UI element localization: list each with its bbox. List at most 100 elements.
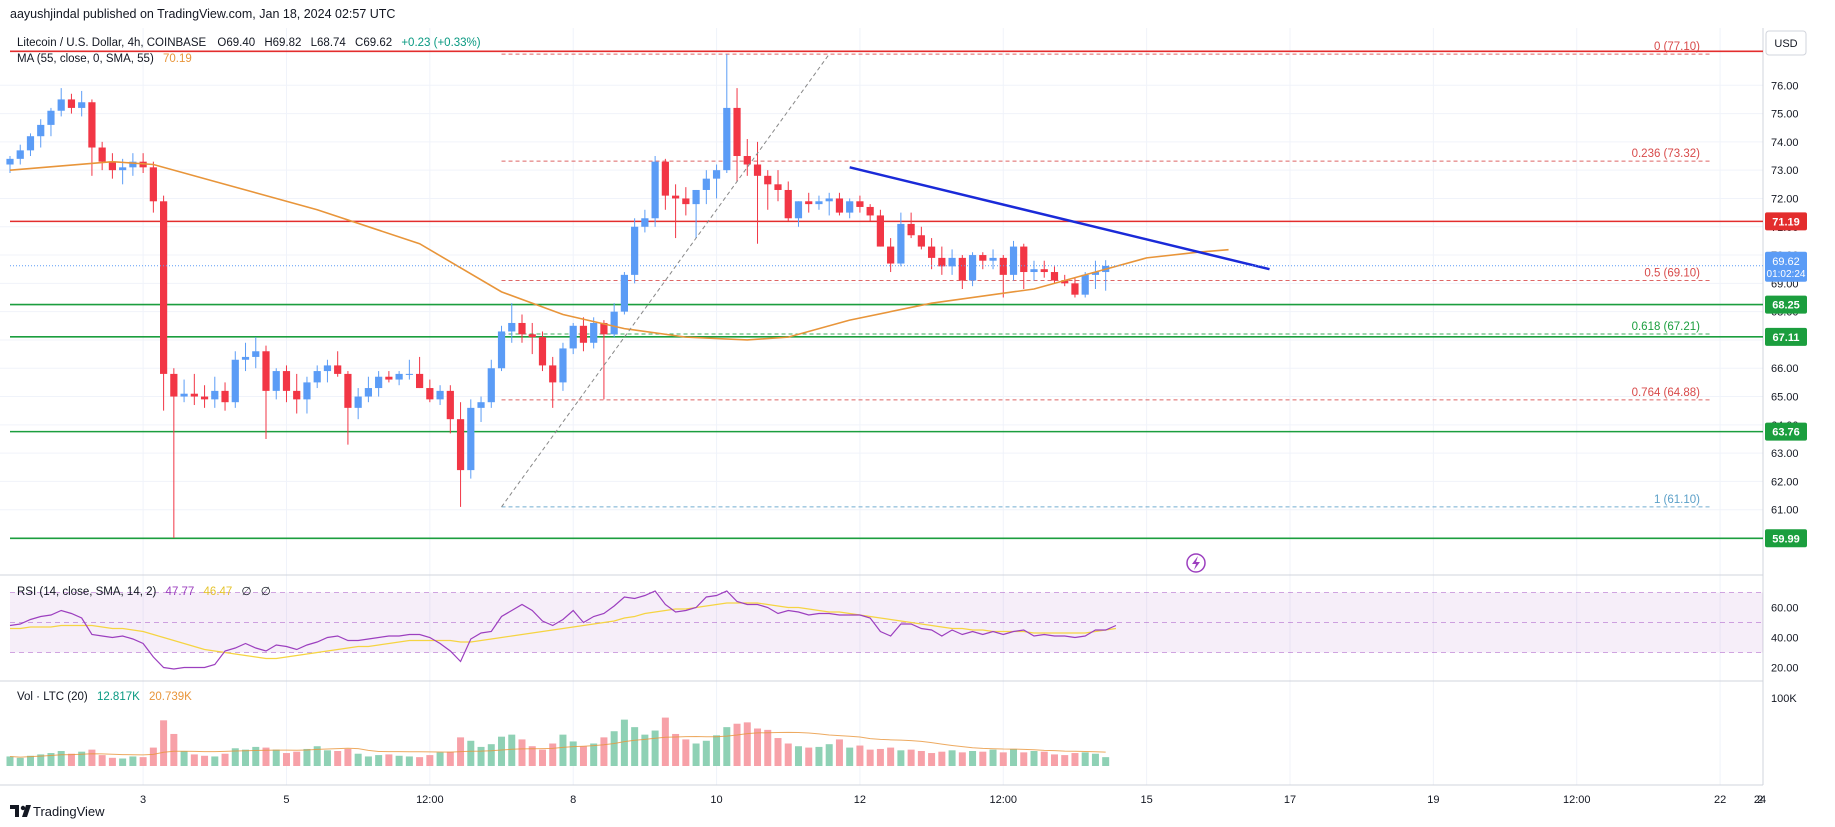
volume-bar [866,749,874,766]
volume-bars [6,717,1110,766]
volume-bar [26,755,34,766]
level-tag-box [1765,327,1807,346]
fib-level-label: 0.764 (64.88) [1632,387,1701,399]
trend-line[interactable] [849,166,1270,271]
volume-bar [1081,752,1089,766]
time-axis[interactable]: 3 5 12:00 8 10 12 12:00 15 17 19 12:00 22 242 [140,794,1766,806]
candle-body [344,373,352,408]
candle-body [958,257,966,281]
volume-bar [917,751,925,766]
volume-bar [1071,753,1079,766]
price-tick-label: 72.00 [1771,193,1799,205]
candle-body [385,376,393,380]
volume-bar [743,722,751,766]
legend-vol-label: Vol · LTC (20) [17,691,88,703]
fib-level-label: 0.236 (73.32) [1632,148,1701,160]
volume-bar [108,757,116,766]
volume-bar [211,756,219,766]
candle-body [241,356,250,360]
volume-bar [569,741,577,766]
volume-bar [938,751,946,766]
volume-bar [180,751,188,766]
publisher-line: aayushjindal published on TradingView.co… [10,7,395,21]
volume-bar [702,740,710,766]
legend-volume: Vol · LTC (20) 12.817K 20.739K [17,691,192,703]
volume-bar [794,746,802,766]
level-tag-label: 67.11 [1773,332,1800,344]
volume-bar [518,739,526,766]
lightning-icon[interactable] [1186,553,1206,573]
volume-bar [825,744,833,766]
candle-body [200,396,209,400]
legend-close: C69.62 [355,37,392,49]
volume-bar [979,751,987,766]
candle-body [1091,272,1100,275]
tradingview-logo-icon [10,805,31,817]
candle-body [733,107,741,157]
currency-label: USD [1774,38,1797,50]
candle-body [6,158,14,165]
candle-body [764,175,772,185]
legend-change: +0.23 (+0.33%) [401,37,480,49]
candle-body [846,201,854,213]
level-tag-label: 63.76 [1772,427,1800,439]
volume-bar [221,753,229,766]
volume-bar [1050,754,1058,766]
price-tick-label: 74.00 [1771,137,1799,149]
volume-bar [436,752,444,766]
volume-tick-label: 100K [1771,693,1797,705]
legend-vol-value: 12.817K [97,691,140,703]
volume-bar [590,743,598,766]
candle-body [180,393,188,397]
candle-body [651,161,659,219]
volume-bar [1030,751,1038,766]
candle-body [416,373,424,389]
currency-button[interactable]: USD [1765,30,1807,56]
candle-body [856,201,864,207]
time-tick-label: 22 [1714,794,1726,806]
volume-bar [1091,753,1099,766]
candle-body [631,226,639,275]
price-tick-label: 75.00 [1771,109,1799,121]
candle-body [231,359,239,403]
legend-rsi-extra1: ∅ [242,586,252,598]
volume-bar [98,755,106,766]
candle-body [467,407,475,471]
candle-body [559,348,567,383]
volume-bar [682,739,690,766]
legend-ma-label: MA (55, close, 0, SMA, 55) [17,53,154,65]
price-tick-label: 61.00 [1771,505,1799,517]
volume-bar [139,757,147,766]
candle-body [108,161,116,171]
volume-bar [344,748,352,766]
level-tag-box [1765,212,1807,231]
volume-bar [201,755,209,766]
candle-body [375,376,383,389]
candle-body [968,255,977,281]
volume-bar [989,749,997,766]
fib-level-label: 0 (77.10) [1654,41,1700,53]
candle-body [334,365,342,374]
legend-rsi-label: RSI (14, close, SMA, 14, 2) [17,586,157,598]
candle-body [221,390,229,403]
fib-level-label: 1 (61.10) [1654,494,1700,506]
volume-bar [754,728,762,766]
candle-body [610,311,618,335]
candle-body [692,189,700,205]
candle-body [78,102,86,108]
fib-level-label: 0.618 (67.21) [1632,321,1701,333]
volume-bar [723,727,731,766]
volume-bar [252,746,260,766]
legend-rsi-ma-value: 46.47 [204,586,233,598]
candle-body [1061,280,1069,284]
volume-bar [57,751,65,766]
legend-open: O69.40 [217,37,255,49]
volume-bar [661,717,669,766]
tradingview-logo[interactable]: TradingView [10,804,105,819]
candle-body [364,388,372,397]
volume-bar [190,754,198,766]
volume-bar [733,723,741,766]
candle-body [579,325,588,343]
